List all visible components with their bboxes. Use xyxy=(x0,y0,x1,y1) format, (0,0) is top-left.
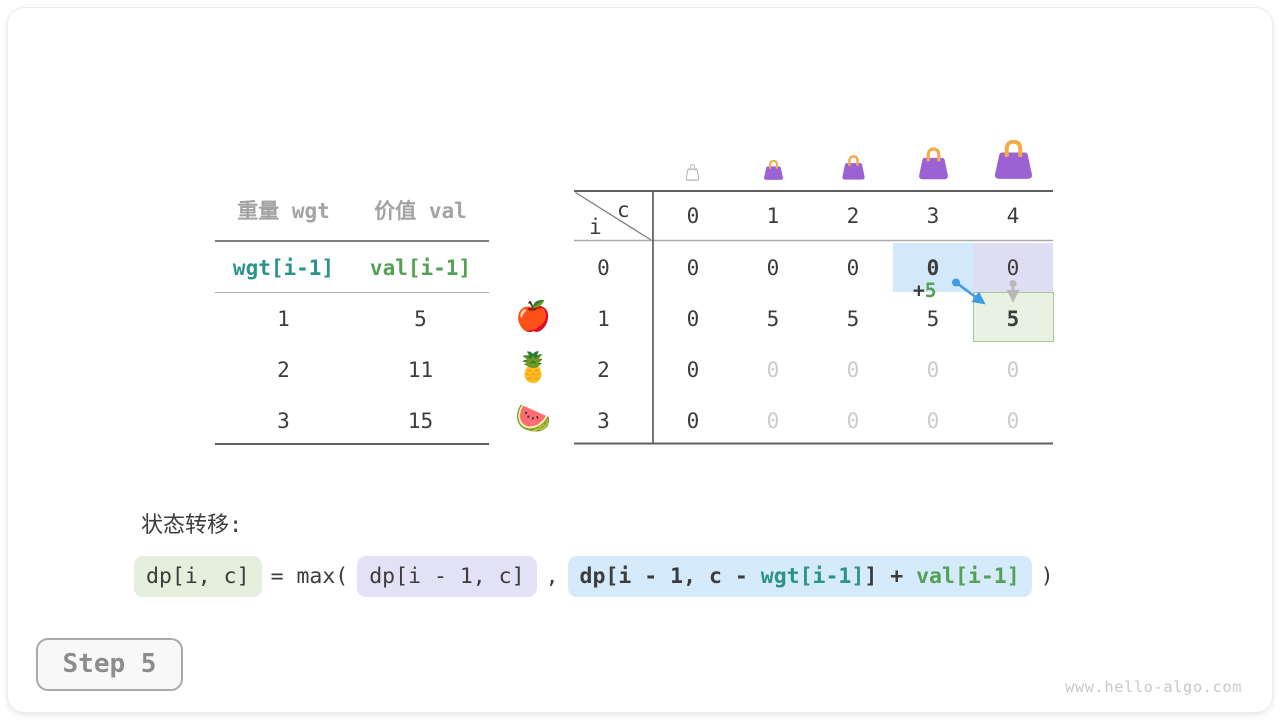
items-cell: 2 xyxy=(277,358,290,382)
dp-corner-row-label: i xyxy=(589,215,602,239)
dp-col-header: 4 xyxy=(1006,204,1020,228)
watermark: www.hello-algo.com xyxy=(1065,678,1242,696)
dp-col-header: 2 xyxy=(846,204,860,228)
bag-icon-capacity-2 xyxy=(841,155,865,180)
dp-col-header: 3 xyxy=(926,204,940,228)
transition-label: 状态转移: xyxy=(141,513,243,538)
dp-cell: 5 xyxy=(766,307,780,331)
dp-cell: 5 xyxy=(1006,307,1020,331)
dp-cell: 0 xyxy=(926,409,940,433)
items-header-weight: 重量 wgt xyxy=(237,199,330,223)
bag-icon-capacity-0 xyxy=(685,163,699,181)
dp-cell: 0 xyxy=(1006,358,1020,382)
items-cell: 15 xyxy=(407,409,434,433)
transition-formula: dp[i, c] = max( dp[i - 1, c] , dp[i - 1,… xyxy=(134,556,1054,597)
bag-icon-capacity-3 xyxy=(918,147,948,180)
bag-icon-capacity-1 xyxy=(763,159,783,180)
formula-arg1-box: dp[i - 1, c] xyxy=(357,556,537,597)
items-header-value: 价值 val xyxy=(374,199,467,223)
bag-icon-capacity-4 xyxy=(994,139,1032,179)
items-index-val: val[i-1] xyxy=(369,256,472,280)
dp-cell: 0 xyxy=(686,307,700,331)
add-value-annotation: +5 xyxy=(913,279,937,302)
dp-row-label: 0 xyxy=(597,256,610,280)
items-header-row: 重量 wgt 价值 val xyxy=(215,186,489,236)
dp-cell: 0 xyxy=(1006,256,1020,280)
formula-lhs-box: dp[i, c] xyxy=(134,556,262,597)
formula-arg2-segment: + xyxy=(877,564,917,589)
formula-arg2-segment: val[i-1] xyxy=(916,564,1020,589)
items-cell: 5 xyxy=(414,307,427,331)
items-cell: 1 xyxy=(277,307,290,331)
items-index-wgt: wgt[i-1] xyxy=(232,256,335,280)
dp-cell: 0 xyxy=(766,256,780,280)
annotation-plus: + xyxy=(913,279,925,302)
dp-corner-col-label: c xyxy=(617,198,630,222)
items-cell: 3 xyxy=(277,409,290,433)
items-row: 3 15 xyxy=(215,396,489,446)
dp-row-label: 3 xyxy=(597,409,610,433)
item-fruit-icon: 🍎 xyxy=(514,299,552,333)
item-fruit-icon: 🍉 xyxy=(514,401,552,435)
dp-cell: 5 xyxy=(846,307,860,331)
dp-cell: 5 xyxy=(926,307,940,331)
formula-close-paren: ) xyxy=(1040,564,1054,589)
dp-row-label: 1 xyxy=(597,307,610,331)
formula-arg2-segment: ] xyxy=(864,564,878,589)
dp-row-label: 2 xyxy=(597,358,610,382)
dp-cell: 0 xyxy=(846,409,860,433)
items-divider-bottom xyxy=(215,443,489,445)
formula-arg2-box: dp[i - 1, c - wgt[i-1]] + val[i-1] xyxy=(567,556,1032,597)
dp-cell: 0 xyxy=(686,358,700,382)
step-badge: Step 5 xyxy=(36,638,183,691)
annotation-value: 5 xyxy=(924,279,937,302)
dp-cell: 0 xyxy=(686,409,700,433)
items-divider-top xyxy=(215,239,489,242)
formula-arg2-segment: dp[i - 1, c - xyxy=(579,564,761,589)
item-fruit-icon: 🍍 xyxy=(514,350,552,384)
formula-arg2-segment: wgt[i-1] xyxy=(760,564,865,589)
dp-cell: 0 xyxy=(846,256,860,280)
dp-col-header: 1 xyxy=(766,204,780,228)
items-row: 2 11 xyxy=(215,345,489,395)
dp-cell: 0 xyxy=(846,358,860,382)
dp-cell: 0 xyxy=(1006,409,1020,433)
items-cell: 11 xyxy=(407,358,434,382)
dp-cell: 0 xyxy=(686,256,700,280)
formula-comma: , xyxy=(545,564,559,589)
dp-cell: 0 xyxy=(926,256,940,280)
dp-col-header: 0 xyxy=(686,204,700,228)
dp-cell: 0 xyxy=(766,409,780,433)
formula-eq-max: = max( xyxy=(270,564,349,589)
items-divider-mid xyxy=(215,291,489,293)
dp-cell: 0 xyxy=(926,358,940,382)
items-index-row: wgt[i-1] val[i-1] xyxy=(215,243,489,293)
dp-cell: 0 xyxy=(766,358,780,382)
